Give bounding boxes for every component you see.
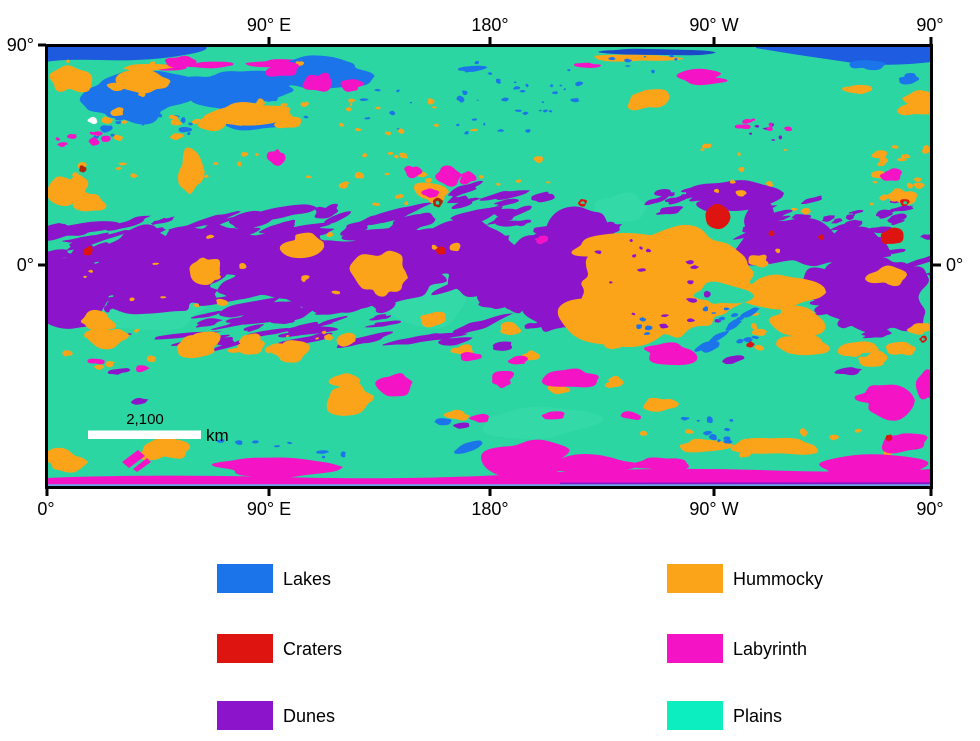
- svg-text:90° E: 90° E: [247, 15, 291, 35]
- svg-text:90° W: 90° W: [689, 499, 738, 519]
- svg-text:90°: 90°: [916, 499, 943, 519]
- svg-text:2,100: 2,100: [126, 411, 164, 428]
- svg-text:Plains: Plains: [733, 706, 782, 726]
- svg-text:0°: 0°: [946, 255, 963, 275]
- svg-text:0°: 0°: [17, 255, 34, 275]
- svg-text:Hummocky: Hummocky: [733, 569, 823, 589]
- svg-text:180°: 180°: [471, 15, 508, 35]
- svg-text:Labyrinth: Labyrinth: [733, 639, 807, 659]
- svg-text:90° E: 90° E: [247, 499, 291, 519]
- svg-text:0°: 0°: [37, 499, 54, 519]
- svg-text:Craters: Craters: [283, 639, 342, 659]
- svg-text:km: km: [206, 426, 229, 445]
- svg-text:180°: 180°: [471, 499, 508, 519]
- svg-text:90°: 90°: [7, 35, 34, 55]
- svg-text:90°: 90°: [916, 15, 943, 35]
- svg-text:Dunes: Dunes: [283, 706, 335, 726]
- svg-text:Lakes: Lakes: [283, 569, 331, 589]
- svg-text:90° W: 90° W: [689, 15, 738, 35]
